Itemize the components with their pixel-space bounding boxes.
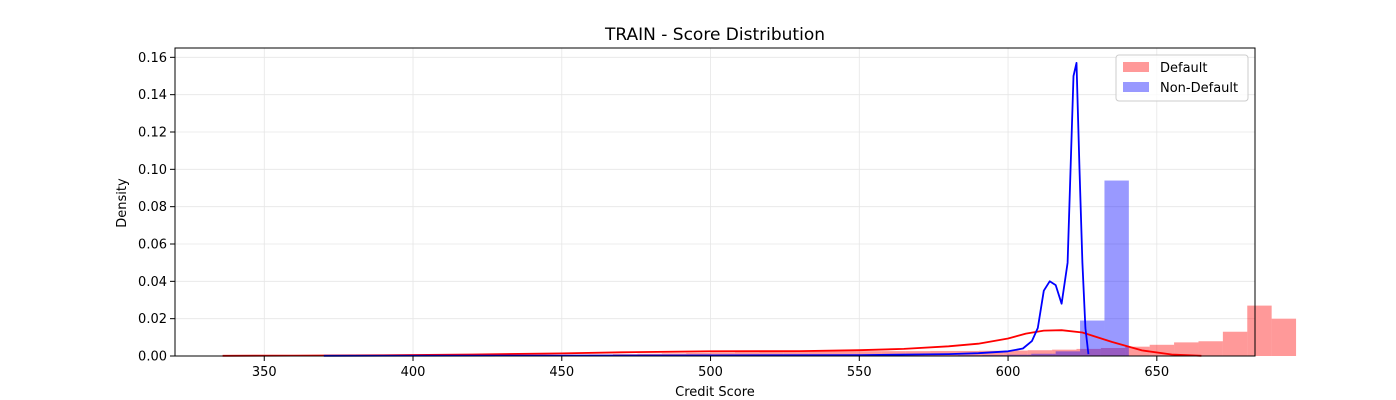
kde-line-default — [222, 329, 1202, 357]
y-tick-label: 0.02 — [138, 312, 167, 327]
y-tick-label: 0.08 — [138, 200, 167, 215]
histogram-bar-default — [1247, 305, 1272, 356]
grid-lines — [175, 48, 1255, 357]
histogram-bar-default — [1198, 341, 1223, 356]
y-tick-label: 0.14 — [138, 88, 167, 103]
kde-line-non-default — [323, 62, 1090, 357]
x-tick-label: 550 — [847, 365, 872, 380]
legend-swatch-non-default — [1123, 82, 1149, 92]
y-tick-label: 0.16 — [138, 51, 167, 66]
kde-curves — [222, 62, 1202, 357]
legend: Default Non-Default — [1115, 54, 1249, 102]
x-tick-label: 450 — [549, 365, 574, 380]
y-axis-label: Density — [115, 178, 130, 228]
histogram-bar-default — [978, 350, 1004, 356]
histogram-bar-default — [1027, 350, 1053, 356]
histogram-bar-default — [1149, 344, 1175, 356]
histogram-bar-default — [783, 351, 809, 356]
histogram-bar-default — [1003, 350, 1028, 356]
histogram-bar-non-default — [1031, 353, 1056, 356]
histogram-bar-default — [1100, 347, 1126, 356]
legend-swatch-default — [1123, 62, 1149, 72]
x-tick-label: 500 — [698, 365, 723, 380]
y-tick-label: 0.10 — [138, 163, 167, 178]
legend-label-default: Default — [1160, 61, 1208, 76]
histogram-bar-default — [710, 352, 735, 356]
histogram-bar-default — [1125, 346, 1150, 356]
histogram-bar-default — [856, 351, 882, 356]
histogram-bar-default — [1222, 331, 1248, 356]
legend-box — [1115, 54, 1249, 102]
y-tick-label: 0.04 — [138, 275, 167, 290]
histogram-bar-default — [1052, 349, 1077, 356]
x-axis-label: Credit Score — [675, 385, 755, 400]
x-tick-label: 400 — [401, 365, 426, 380]
histogram-bars — [222, 180, 1297, 356]
histogram-bar-default — [808, 351, 833, 356]
histogram-bar-default — [1174, 342, 1199, 356]
y-tick-label: 0.06 — [138, 238, 167, 253]
histogram-bar-default — [734, 352, 760, 356]
histogram-bar-default — [1271, 318, 1297, 356]
histogram-bar-default — [832, 351, 857, 356]
x-axis-ticks: 350 400 450 500 550 600 650 — [252, 356, 1169, 380]
y-axis-ticks: 0.00 0.02 0.04 0.06 0.08 0.10 0.12 0.14 0.16 — [138, 51, 175, 365]
histogram-bar-default — [759, 351, 784, 356]
histogram-bar-default — [881, 351, 906, 356]
x-tick-label: 600 — [996, 365, 1021, 380]
y-tick-label: 0.12 — [138, 126, 167, 141]
legend-label-non-default: Non-Default — [1160, 81, 1238, 96]
y-tick-label: 0.00 — [138, 350, 167, 365]
histogram-bar-default — [686, 353, 711, 356]
chart-title: TRAIN - Score Distribution — [604, 25, 825, 45]
histogram-bar-non-default — [1006, 354, 1032, 356]
x-tick-label: 650 — [1144, 365, 1169, 380]
histogram-bar-non-default — [1055, 351, 1081, 356]
histogram-bar-non-default — [1104, 180, 1129, 356]
x-tick-label: 350 — [252, 365, 277, 380]
plot-frame — [174, 47, 1256, 357]
